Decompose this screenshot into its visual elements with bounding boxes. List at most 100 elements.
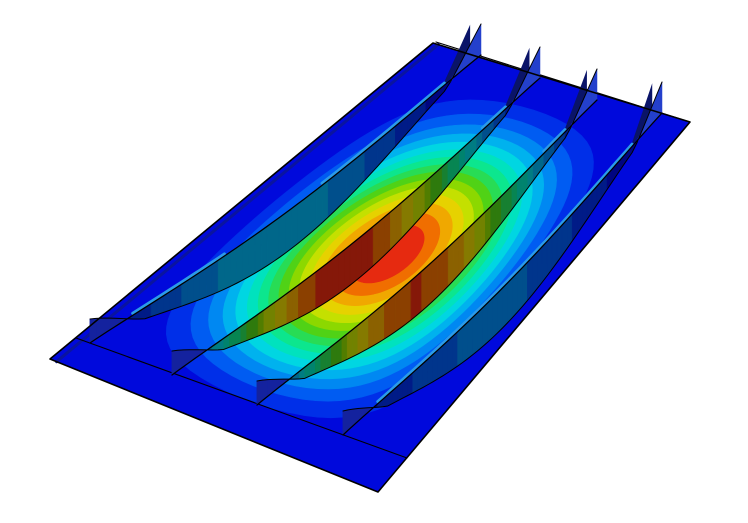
stiffener-4-web — [462, 321, 468, 363]
stiffener-1-web — [224, 251, 231, 290]
stiffener-4-web — [487, 297, 493, 343]
stiffener-2-web — [390, 206, 397, 250]
stiffener-2-web — [361, 230, 368, 277]
plate-outline — [49, 42, 691, 493]
stiffener-4-web — [467, 317, 473, 360]
zone-line-near — [75, 337, 408, 459]
stiffener-4-web — [532, 251, 538, 295]
stiffener-4-web — [447, 336, 453, 374]
stiffener-2-web — [384, 211, 391, 256]
stiffener-1-web — [236, 243, 243, 284]
stiffener-3-edge-curve — [256, 68, 598, 382]
stiffener-3-web — [389, 294, 396, 336]
stiffener-3-web — [373, 307, 380, 346]
stiffener-2-web — [401, 196, 408, 238]
stiffener-3-web — [469, 221, 476, 263]
stiffener-2-web — [315, 267, 322, 309]
stiffener-3-top-sliver — [542, 128, 567, 153]
stiffener-2-web — [350, 240, 357, 286]
stiffener-1-web — [266, 221, 274, 266]
stiffener-2-web — [367, 226, 374, 272]
stiffener-1-web — [291, 203, 298, 249]
stiffener-1-web — [254, 230, 262, 274]
stiffener-3-web — [442, 246, 449, 292]
stiffener-4-web — [442, 340, 448, 377]
stiffener-4-web — [497, 287, 503, 334]
stiffener-2-web — [269, 301, 276, 332]
stiffener-3-web — [394, 289, 401, 333]
stiffener-2-web — [355, 235, 362, 281]
stiffener-3-web — [437, 251, 444, 297]
stiffener-2-web — [344, 244, 351, 290]
stiffener-3-web — [378, 303, 385, 343]
stiffener-2-web — [396, 201, 403, 244]
stiffener-4-web — [477, 307, 483, 352]
stiffener-4-web — [512, 272, 518, 318]
stiffener-3-web — [400, 284, 406, 329]
stiffener-2-web — [327, 258, 334, 302]
stiffener-4-web — [492, 292, 498, 338]
stiffener-3-web — [357, 320, 364, 355]
stiffener-2-web — [298, 280, 305, 319]
stiffener-3-web — [352, 324, 359, 357]
stiffener-4-web — [527, 256, 533, 301]
stiffener-1-web — [334, 170, 341, 212]
stiffener-3-web — [347, 329, 353, 360]
stiffener-3-web — [410, 275, 417, 321]
stiffener-2-web — [286, 288, 293, 324]
stiffener-4-base-line — [342, 112, 663, 436]
stiffener-1-web — [315, 185, 323, 229]
stiffener-1-web — [303, 194, 311, 239]
stiffener-4-edge-curve — [342, 81, 663, 412]
stiffener-4-web — [472, 312, 478, 356]
stiffener-3-web — [463, 226, 470, 269]
stiffener-2-web — [321, 262, 328, 306]
stiffener-3-web — [405, 280, 412, 325]
stiffener-1-web — [230, 247, 237, 287]
stiffener-1-web — [187, 276, 195, 305]
stiffener-2-web — [309, 271, 316, 313]
stiffener-1-web — [218, 255, 225, 293]
stiffener-1-edge-curve — [89, 23, 482, 320]
stiffener-4-web — [432, 349, 438, 383]
stiffener-2-base-line — [171, 77, 541, 376]
stiffener-1-web — [248, 234, 256, 277]
stiffener-1-web — [193, 272, 201, 303]
stiffener-1-top-sliver — [131, 252, 227, 315]
stiffener-2-fin-back — [503, 47, 530, 112]
stiffener-3-web — [453, 236, 460, 281]
stiffener-4-web — [537, 246, 543, 289]
stiffener-1-fin-back — [441, 24, 471, 88]
stiffener-1-top-sliver — [320, 81, 446, 185]
stiffener-2-web — [332, 253, 339, 298]
stiffener-2-web — [373, 221, 380, 266]
stiffener-4-web — [452, 331, 458, 370]
stiffener-2-web — [292, 284, 299, 322]
stiffener-2-web — [304, 276, 311, 316]
stiffener-1-web — [211, 259, 219, 295]
stiffener-1-base-line — [89, 54, 482, 344]
stiffener-3-fin-back — [563, 69, 587, 134]
stiffener-4-web — [507, 277, 513, 324]
stiffener-3-web — [363, 316, 369, 352]
stiffener-1-web — [285, 208, 292, 254]
stiffener-2-edge-curve — [171, 46, 541, 352]
stiffener-3-web — [368, 311, 375, 349]
stiffener-1-web — [260, 226, 268, 270]
stiffener-1-web — [273, 217, 280, 262]
stiffener-4-fin-back — [630, 83, 653, 149]
stiffener-1-web — [279, 212, 286, 258]
stiffener-4-web — [457, 326, 463, 367]
stiffener-1-web — [328, 175, 335, 218]
stiffener-4-web — [482, 302, 488, 347]
stiffener-4-web — [502, 282, 508, 329]
stiffener-1-web — [199, 268, 207, 300]
stiffener-3-web — [384, 298, 391, 340]
stiffener-3-web — [421, 266, 428, 312]
stiffener-1-web — [321, 180, 329, 223]
stiffener-3-web — [432, 256, 438, 302]
stiffener-3-web — [426, 261, 433, 307]
stiffener-3-base-line — [256, 99, 598, 406]
